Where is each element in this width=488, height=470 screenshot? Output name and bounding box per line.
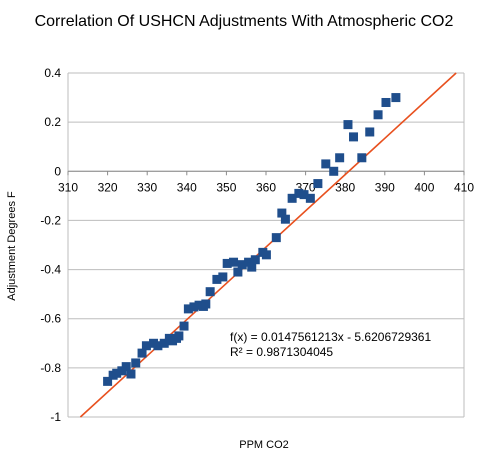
y-tick-label: 0.2 <box>44 115 61 129</box>
data-point <box>222 258 232 268</box>
x-tick-label: 360 <box>256 180 276 194</box>
trendline-group <box>79 72 457 418</box>
x-tick-label: 380 <box>335 180 355 194</box>
data-point <box>343 120 353 130</box>
x-tick-label: 400 <box>414 180 434 194</box>
x-tick-label: 390 <box>375 180 395 194</box>
data-points <box>103 93 401 386</box>
data-point <box>153 341 163 351</box>
data-point <box>365 127 375 137</box>
chart-title: Correlation Of USHCN Adjustments With At… <box>34 13 454 30</box>
data-point <box>349 132 359 142</box>
data-point <box>313 179 323 189</box>
x-axis-label: PPM CO2 <box>239 439 289 451</box>
y-tick-label: 0 <box>54 164 61 178</box>
data-point <box>373 110 383 120</box>
trendline-equation-box: f(x) = 0.0147561213x - 5.6206729361 R² =… <box>230 330 431 360</box>
data-point <box>179 321 189 331</box>
data-point <box>189 302 199 312</box>
data-point <box>121 362 131 372</box>
x-tick-label: 410 <box>454 180 474 194</box>
data-point <box>218 272 228 282</box>
data-point <box>212 274 222 284</box>
data-point <box>280 214 290 224</box>
data-point <box>244 257 254 267</box>
data-point <box>250 255 260 265</box>
x-tick-label: 330 <box>137 180 157 194</box>
data-point <box>321 159 331 169</box>
r-squared-value: R² = 0.9871304045 <box>230 345 334 359</box>
y-tick-label: -0.4 <box>40 263 61 277</box>
data-point <box>126 369 136 379</box>
x-tick-label: 310 <box>58 180 78 194</box>
data-point <box>294 188 304 198</box>
gridlines <box>68 72 464 418</box>
data-point <box>233 267 243 277</box>
data-point <box>237 260 247 270</box>
data-point <box>103 376 113 386</box>
data-point <box>381 97 391 107</box>
data-point <box>159 338 169 348</box>
axes <box>67 73 465 417</box>
data-point <box>271 233 281 243</box>
y-tick-label: -0.8 <box>40 361 61 375</box>
data-point <box>112 368 122 378</box>
data-point <box>391 93 401 103</box>
y-tick-labels: -1 -0.8 -0.6 -0.4 -0.2 0 0.2 0.4 <box>40 66 61 424</box>
y-axis-label: Adjustment Degrees F <box>6 191 18 301</box>
data-point <box>261 250 271 260</box>
data-point <box>299 190 309 200</box>
data-point <box>305 193 315 203</box>
trendline-equation: f(x) = 0.0147561213x - 5.6206729361 <box>230 330 432 344</box>
data-point <box>335 153 345 163</box>
data-point <box>247 262 257 272</box>
y-tick-label: -1 <box>50 410 61 424</box>
trendline <box>79 72 457 418</box>
data-point <box>131 358 141 368</box>
data-point <box>287 193 297 203</box>
data-point <box>205 287 215 297</box>
data-point <box>357 153 367 163</box>
data-point <box>174 331 184 341</box>
data-point <box>183 304 193 314</box>
data-point <box>141 341 151 351</box>
data-point <box>201 299 211 309</box>
data-point <box>229 257 239 267</box>
x-tick-label: 320 <box>98 180 118 194</box>
x-tick-label: 340 <box>177 180 197 194</box>
y-tick-label: -0.6 <box>40 312 61 326</box>
x-tick-labels: 310 320 330 340 350 360 370 380 390 400 410 <box>58 180 474 194</box>
x-tick-label: 350 <box>216 180 236 194</box>
y-tick-label: 0.4 <box>44 66 61 80</box>
y-tick-label: -0.2 <box>40 213 61 227</box>
data-point <box>277 208 287 218</box>
data-point <box>329 166 339 176</box>
data-point <box>137 348 147 358</box>
